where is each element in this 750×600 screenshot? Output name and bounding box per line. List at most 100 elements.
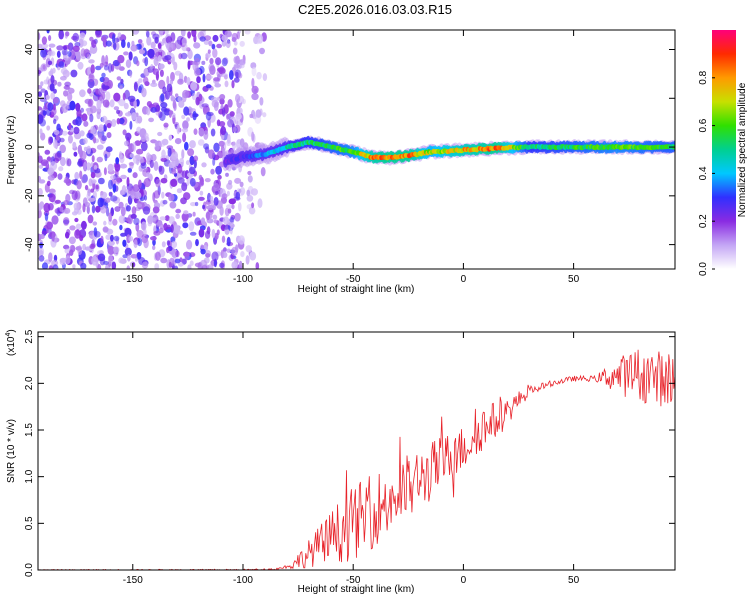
noise-speckle [213,77,220,82]
noise-speckle [153,230,161,236]
x-tick-label: -50 [346,575,361,586]
noise-speckle [238,235,245,245]
noise-speckle [115,157,120,165]
noise-speckle [90,162,94,168]
noise-speckle [66,158,72,167]
noise-speckle [121,39,126,48]
noise-speckle [196,76,201,84]
noise-speckle [226,113,230,120]
noise-speckle [192,111,197,121]
noise-speckle [182,222,189,229]
noise-speckle [72,141,77,149]
noise-speckle [159,111,166,122]
noise-speckle [110,175,116,180]
noise-speckle [205,74,213,80]
noise-speckle [47,203,54,211]
noise-speckle [260,167,266,177]
noise-speckle [113,106,120,111]
noise-speckle [88,73,95,83]
y-tick-label: 0 [24,144,35,150]
noise-speckle [129,262,133,267]
noise-speckle [175,213,180,219]
x-tick-label: -100 [233,575,253,586]
noise-speckle [51,232,55,242]
noise-speckle [71,190,78,201]
noise-speckle [239,40,245,47]
snr-exponent-power: 4 [5,333,12,337]
noise-speckle [119,85,123,90]
noise-speckle [40,81,44,87]
noise-speckle [122,92,126,101]
noise-speckle [203,106,207,115]
noise-speckle [108,254,113,265]
noise-speckle [105,234,112,240]
noise-speckle [242,98,246,105]
noise-speckle [152,33,160,40]
noise-speckle [227,119,234,128]
noise-speckle [68,134,73,144]
noise-speckle [177,164,183,174]
noise-speckle [153,190,160,199]
noise-speckle [59,259,66,266]
noise-speckle [77,245,83,256]
noise-speckle [142,206,151,215]
noise-speckle [229,216,235,223]
noise-speckle [157,42,162,50]
noise-speckle [200,217,206,225]
noise-speckle [63,200,70,206]
noise-speckle [236,31,240,40]
noise-speckle [67,87,75,94]
noise-speckle [170,71,175,82]
noise-speckle [236,107,243,115]
noise-speckle [181,149,185,160]
noise-speckle [202,30,207,33]
noise-speckle [44,212,49,222]
noise-speckle [189,231,197,236]
noise-speckle [137,237,143,247]
noise-speckle [97,253,106,262]
noise-speckle [158,165,163,172]
noise-speckle [128,236,134,242]
noise-speckle [247,170,252,176]
noise-speckle [154,145,160,151]
noise-speckle [244,30,251,35]
noise-speckle [186,239,193,250]
noise-speckle [178,230,184,235]
noise-speckle [233,77,240,83]
snr-exponent-close: ) [6,329,17,332]
noise-speckle [129,70,133,78]
noise-speckle [46,30,50,34]
noise-speckle [103,65,109,71]
noise-speckle [238,72,243,79]
noise-speckle [199,36,206,42]
noise-speckle [180,197,187,205]
noise-speckle [76,54,81,61]
noise-speckle [198,228,205,238]
noise-speckle [233,64,241,69]
noise-speckle [226,190,230,197]
noise-speckle [202,204,206,210]
noise-speckle [189,140,196,149]
noise-speckle [104,153,108,162]
noise-speckle [198,174,203,181]
noise-speckle [213,101,219,112]
spectrogram-x-axis-label: Height of straight line (km) [298,284,415,295]
noise-speckle [125,217,131,222]
noise-speckle [215,57,222,66]
noise-speckle [213,197,219,206]
noise-speckle [216,119,221,127]
noise-speckle [152,245,156,251]
noise-speckle [238,59,246,66]
noise-speckle [182,120,189,130]
noise-speckle [208,40,213,47]
noise-speckle [84,184,89,191]
noise-speckle [102,99,110,108]
noise-speckle [138,85,142,94]
y-tick-label: 2.0 [24,376,35,390]
noise-speckle [96,144,104,150]
noise-speckle [90,64,95,74]
noise-speckle [83,146,88,152]
noise-speckle [45,94,50,100]
noise-speckle [195,239,199,247]
